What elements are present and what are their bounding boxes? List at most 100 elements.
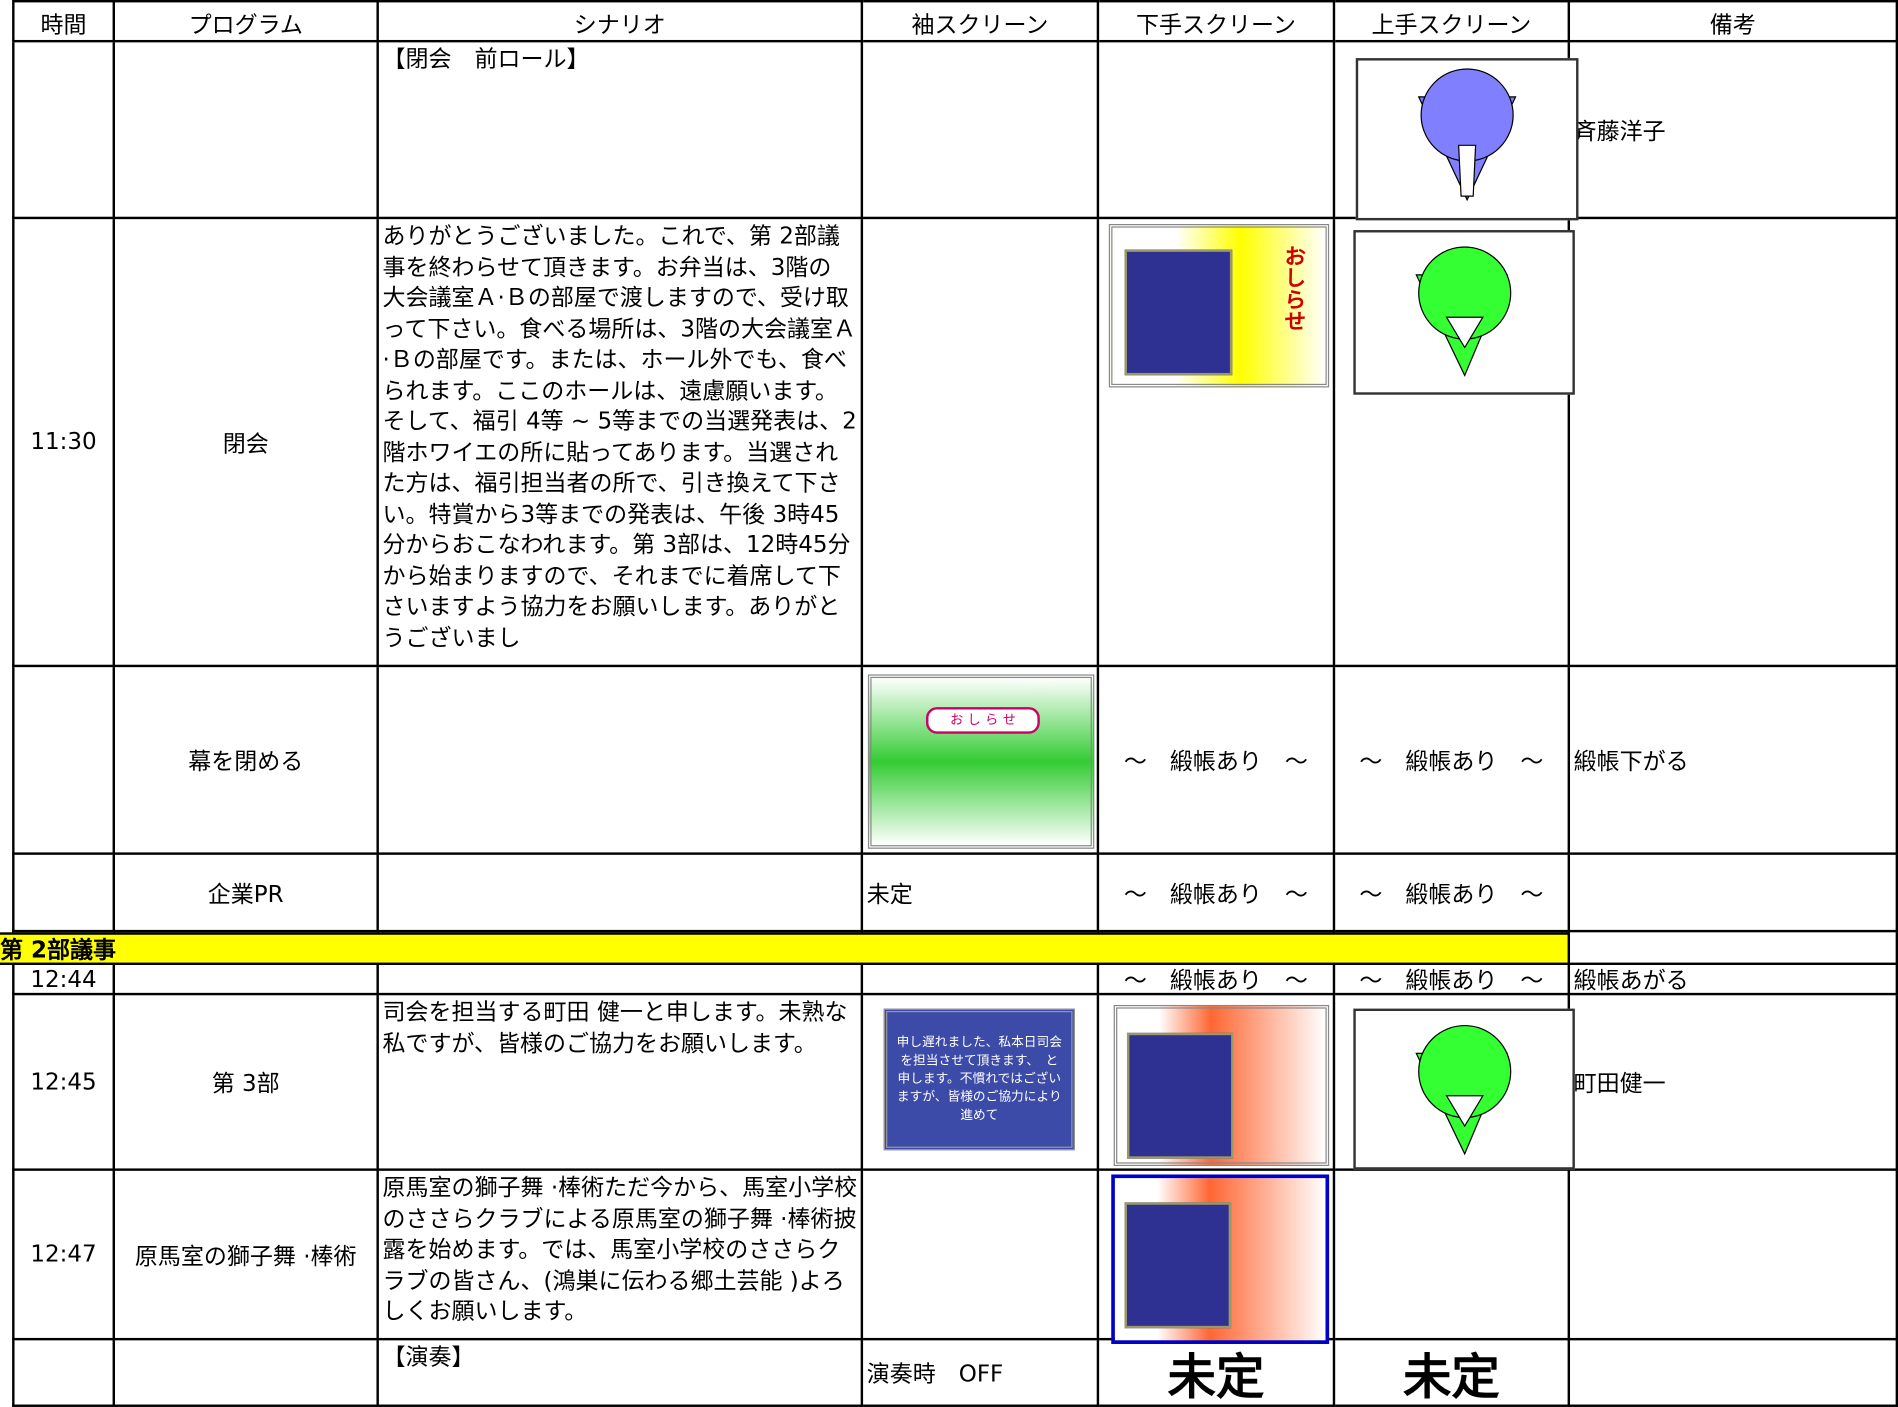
header-cell: 上手スクリーン [1335, 0, 1571, 43]
cell-text: ～ 緞帳あり ～ [1123, 967, 1308, 995]
cell [12, 667, 115, 855]
slide-text: お し ら せ [926, 707, 1040, 734]
cell: 斉藤洋子 [1570, 42, 1898, 220]
cell-text: ありがとうございました。これで、第 2部議事を終わらせて頂きます。お弁当は、3階… [382, 222, 857, 651]
person-icon [1355, 58, 1579, 221]
cell: 【閉会 前ロール】 [378, 42, 864, 220]
cell [378, 854, 864, 933]
cell [863, 1170, 1100, 1341]
cell: 未定 [1099, 1340, 1336, 1407]
cell [863, 667, 1100, 855]
cell-text: 11:30 [30, 428, 97, 456]
cell-text: 企業PR [207, 880, 284, 908]
cell-text: 未定 [866, 880, 913, 908]
cell: 企業PR [114, 854, 379, 933]
cell: ～ 緞帳あり ～ [1099, 965, 1336, 996]
slide: おしらせ [1108, 223, 1330, 388]
cell-text: 12:45 [30, 1068, 97, 1096]
cell-text: シナリオ [573, 12, 666, 39]
cell [1335, 219, 1571, 668]
cell: ありがとうございました。これで、第 2部議事を終わらせて頂きます。お弁当は、3階… [378, 219, 864, 668]
header-cell: シナリオ [378, 0, 864, 43]
header-cell: 下手スクリーン [1099, 0, 1336, 43]
cell-text: 閉会 [222, 430, 269, 458]
cell-text: 備考 [1709, 12, 1756, 39]
cell [1570, 219, 1898, 668]
cell-text: 12:44 [30, 965, 97, 993]
cell-text: 演奏時 OFF [866, 1360, 1004, 1388]
cell-text: 上手スクリーン [1371, 12, 1532, 39]
header-cell: 備考 [1570, 0, 1898, 43]
cell: 12:45 [12, 995, 115, 1171]
cell-text: 下手スクリーン [1136, 12, 1296, 39]
cell: 緞帳あがる [1570, 965, 1898, 996]
cell [1570, 1170, 1898, 1341]
cell [1335, 1170, 1571, 1341]
cell [1570, 854, 1898, 933]
slide [1113, 1004, 1330, 1167]
slide-text: おしらせ [1280, 244, 1307, 332]
cell: 12:47 [12, 1170, 115, 1341]
cell [12, 854, 115, 933]
cell [378, 667, 864, 855]
cell-text: プログラム [188, 12, 303, 39]
cell: ～ 緞帳あり ～ [1335, 965, 1571, 996]
slide-text: 申し遅れました、私本日司会を担当させて頂きます、 と申します。不慣れではございま… [883, 1008, 1075, 1151]
cell: 緞帳下がる [1570, 667, 1898, 855]
cell-text: ～ 緞帳あり ～ [1123, 748, 1308, 775]
cell-text: 原馬室の獅子舞 ·棒術ただ今から、馬室小学校のささらクラブによる原馬室の獅子舞 … [382, 1174, 858, 1325]
cell: 演奏時 OFF [863, 1340, 1100, 1407]
cell: 幕を閉める [114, 667, 379, 855]
cell-text: 司会を担当する町田 健一と申します。未熟な私ですが、皆様のご協力をお願いします。 [382, 998, 848, 1057]
cell-text: 【演奏】 [382, 1343, 475, 1371]
cell [12, 1340, 115, 1407]
cell [863, 965, 1100, 996]
cell: ～ 緞帳あり ～ [1335, 667, 1571, 855]
cell-text: ～ 緞帳あり ～ [1123, 880, 1308, 908]
cell [114, 1340, 379, 1407]
cell-text: 未定 [1402, 1349, 1500, 1406]
cell: 【演奏】 [378, 1340, 864, 1407]
cell-text: 緞帳下がる [1573, 748, 1689, 775]
cell-text: 未定 [1167, 1349, 1265, 1406]
cell: ～ 緞帳あり ～ [1099, 854, 1336, 933]
cell [863, 995, 1100, 1171]
cell: 未定 [863, 854, 1100, 933]
cell [1099, 219, 1336, 668]
cell-text: 袖スクリーン [911, 12, 1049, 39]
cell-text: 12:47 [30, 1241, 97, 1268]
cell [12, 42, 115, 220]
cell-text: 町田健一 [1573, 1070, 1666, 1097]
cell: 原馬室の獅子舞 ·棒術 [114, 1170, 379, 1341]
cell [1570, 1340, 1898, 1407]
cell-text: 幕を閉める [188, 748, 304, 775]
cell [114, 42, 379, 220]
cell-text: ～ 緞帳あり ～ [1359, 748, 1544, 775]
cell-text: 緞帳あがる [1573, 967, 1689, 995]
cell: 第 3部 [114, 995, 379, 1171]
slide [1111, 1174, 1330, 1344]
cell-text: 【閉会 前ロール】 [382, 46, 590, 73]
cell [863, 42, 1100, 220]
cell: 町田健一 [1570, 995, 1898, 1171]
person-icon [1353, 230, 1575, 395]
cell [114, 965, 379, 996]
cell-text: 第 2部議事 [0, 937, 117, 964]
header-cell: 時間 [12, 0, 115, 43]
cell: ～ 緞帳あり ～ [1099, 667, 1336, 855]
cell: ～ 緞帳あり ～ [1335, 854, 1571, 933]
cell: 閉会 [114, 219, 379, 668]
cell-text: ～ 緞帳あり ～ [1359, 967, 1544, 995]
cell: 司会を担当する町田 健一と申します。未熟な私ですが、皆様のご協力をお願いします。 [378, 995, 864, 1171]
cell [863, 219, 1100, 668]
cell [378, 965, 864, 996]
person-icon [1353, 1008, 1575, 1170]
cell [1570, 932, 1898, 966]
cell: 12:44 [12, 965, 115, 996]
cell: 未定 [1335, 1340, 1571, 1407]
cell [1099, 995, 1336, 1171]
cell-text: ～ 緞帳あり ～ [1359, 880, 1544, 908]
cell [1099, 42, 1336, 220]
cell-text: 斉藤洋子 [1573, 118, 1666, 145]
